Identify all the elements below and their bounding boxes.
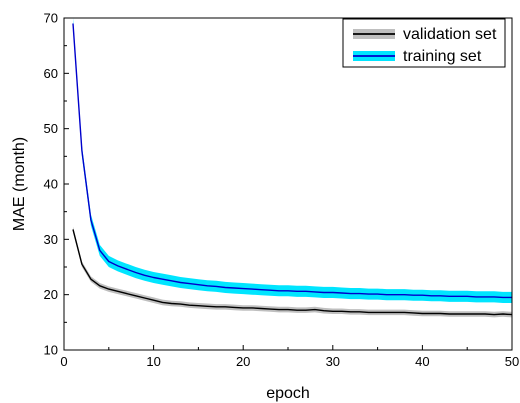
series-lines (72, 23, 513, 316)
y-tick-label: 50 (44, 121, 58, 136)
legend-label: training set (403, 48, 482, 65)
x-tick-label: 40 (415, 354, 429, 369)
x-axis-label: epoch (266, 385, 310, 402)
y-tick-label: 60 (44, 66, 58, 81)
y-tick-label: 70 (44, 11, 58, 26)
y-axis-label: MAE (month) (11, 137, 28, 231)
x-tick-label: 20 (236, 354, 250, 369)
series-line-0 (72, 229, 513, 316)
y-tick-label: 10 (44, 343, 58, 358)
y-tick-label: 40 (44, 177, 58, 192)
y-tick-label: 30 (44, 232, 58, 247)
y-axis: 10 20 30 40 50 60 70 (44, 11, 69, 358)
x-tick-label: 0 (60, 354, 67, 369)
x-tick-label: 10 (146, 354, 160, 369)
series-line-1 (72, 23, 512, 299)
y-tick-label: 20 (44, 287, 58, 302)
x-tick-label: 50 (505, 354, 519, 369)
x-axis: 0 10 20 30 40 50 (60, 345, 519, 369)
legend-label: validation set (403, 26, 497, 43)
legend: validation set training set (342, 18, 506, 68)
x-tick-label: 30 (326, 354, 340, 369)
